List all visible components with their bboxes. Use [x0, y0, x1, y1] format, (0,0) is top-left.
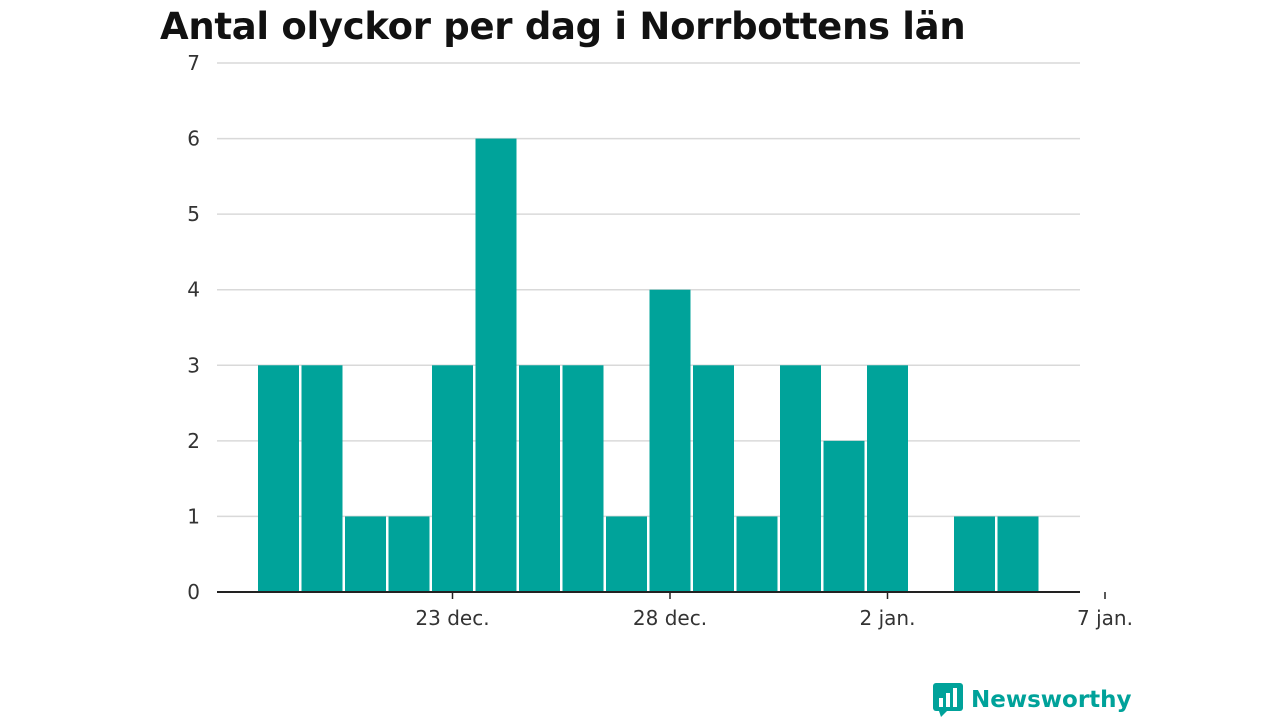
y-tick-label: 2	[187, 429, 200, 453]
bar	[780, 365, 821, 592]
y-tick-label: 6	[187, 127, 200, 151]
newsworthy-bar-chart-icon	[933, 683, 963, 717]
bar	[388, 516, 430, 592]
brand-name: Newsworthy	[971, 687, 1132, 713]
x-tick-label: 28 dec.	[633, 606, 707, 630]
bars	[258, 138, 1039, 593]
bar	[867, 365, 908, 592]
x-tick-label: 2 jan.	[860, 606, 916, 630]
grid-lines	[217, 62, 1080, 518]
x-tick-label: 23 dec.	[415, 606, 489, 630]
y-axis-tick-labels: 0 1 2 3 4 5 6 7	[187, 51, 200, 604]
y-tick-label: 0	[187, 580, 200, 604]
y-tick-label: 7	[187, 51, 200, 75]
y-tick-label: 4	[187, 278, 200, 302]
y-tick-label: 1	[187, 504, 200, 528]
y-tick-label: 5	[187, 202, 200, 226]
bar	[693, 365, 734, 592]
bar	[258, 365, 299, 592]
bar	[562, 365, 604, 592]
newsworthy-logo: Newsworthy	[933, 683, 1132, 717]
bar	[606, 516, 647, 592]
bar	[345, 516, 386, 592]
bar	[997, 516, 1039, 592]
bar	[649, 289, 691, 592]
chart-title: Antal olyckor per dag i Norrbottens län	[160, 5, 966, 48]
bar	[432, 365, 473, 592]
y-tick-label: 3	[187, 353, 200, 377]
x-axis: 23 dec. 28 dec. 2 jan. 7 jan.	[217, 591, 1133, 630]
bar	[823, 440, 865, 592]
bar	[519, 365, 560, 592]
bar	[736, 516, 778, 592]
bar	[301, 365, 343, 592]
bar	[954, 516, 995, 592]
x-tick-label: 7 jan.	[1077, 606, 1133, 630]
bar	[475, 138, 517, 593]
